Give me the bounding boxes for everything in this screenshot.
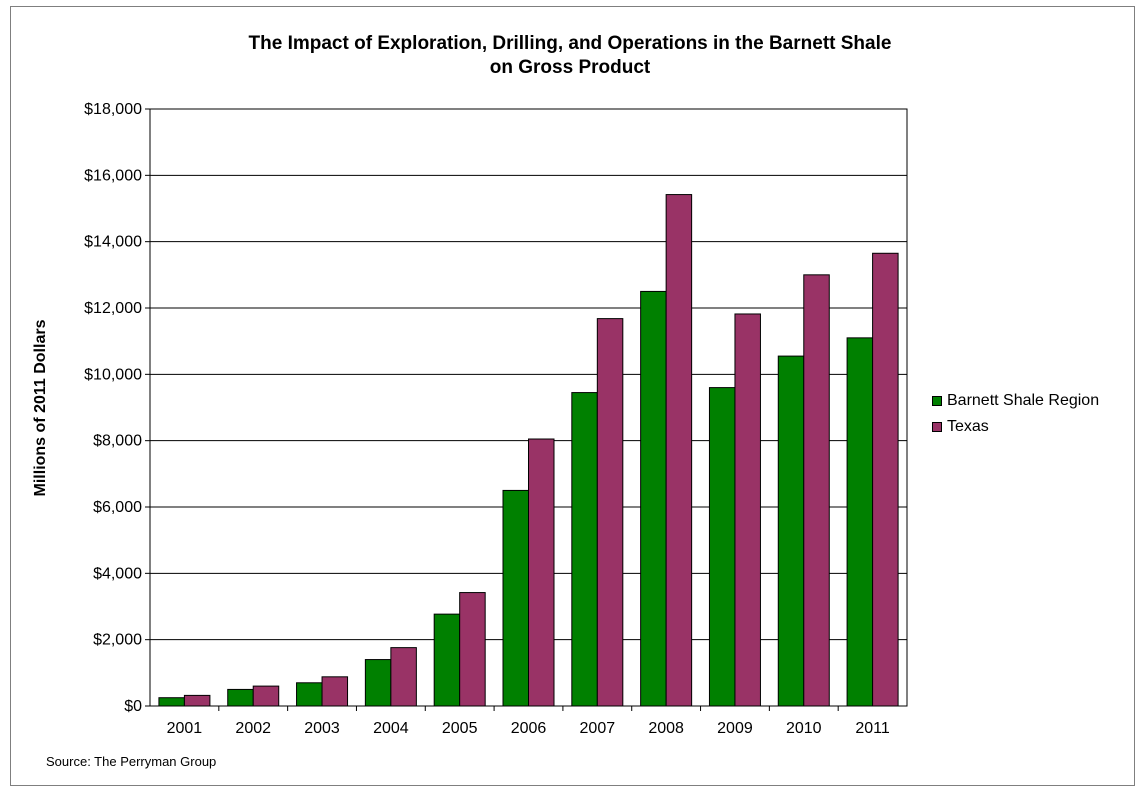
y-tick-label: $12,000 — [84, 300, 142, 317]
x-tick-label: 2007 — [580, 720, 616, 737]
x-axis-tick-labels: 2001 2002 2003 2004 2005 2006 2007 2008 2009 2010… — [167, 706, 890, 737]
bar-texas-2007 — [597, 319, 623, 706]
bar-barnett-2011 — [847, 338, 873, 706]
bar-barnett-2001 — [159, 698, 185, 706]
y-tick-label: $16,000 — [84, 167, 142, 184]
bar-barnett-2007 — [572, 393, 598, 706]
bar-texas-2011 — [873, 253, 899, 706]
bar-texas-2001 — [184, 695, 210, 706]
x-tick-label: 2008 — [648, 720, 684, 737]
legend-swatch-barnett — [932, 396, 942, 406]
legend: Barnett Shale Region Texas — [932, 388, 1099, 440]
y-axis-tick-labels: $0 $2,000 $4,000 $6,000 $8,000 $10,000 $12,000… — [84, 101, 142, 715]
bar-barnett-2003 — [297, 683, 323, 706]
bar-barnett-2010 — [778, 356, 804, 706]
bar-texas-2003 — [322, 677, 348, 706]
y-tick-label: $2,000 — [93, 632, 142, 649]
legend-item-barnett: Barnett Shale Region — [932, 388, 1099, 414]
y-tick-label: $10,000 — [84, 366, 142, 383]
x-tick-label: 2011 — [855, 720, 890, 737]
x-tick-label: 2010 — [786, 720, 822, 737]
legend-swatch-texas — [932, 422, 942, 432]
bar-barnett-2008 — [641, 291, 667, 706]
bar-texas-2004 — [391, 648, 417, 706]
y-tick-label: $0 — [124, 698, 142, 715]
legend-item-texas: Texas — [932, 414, 1099, 440]
x-tick-label: 2005 — [442, 720, 478, 737]
legend-label-texas: Texas — [947, 418, 989, 436]
bar-barnett-2009 — [709, 388, 735, 706]
bar-texas-2002 — [253, 686, 279, 706]
x-tick-label: 2006 — [511, 720, 547, 737]
y-tick-label: $6,000 — [93, 499, 142, 516]
y-tick-label: $4,000 — [93, 565, 142, 582]
x-tick-label: 2004 — [373, 720, 409, 737]
y-tick-label: $8,000 — [93, 433, 142, 450]
bar-texas-2009 — [735, 314, 761, 706]
legend-label-barnett: Barnett Shale Region — [947, 392, 1099, 410]
y-tick-label: $14,000 — [84, 234, 142, 251]
source-note: Source: The Perryman Group — [46, 754, 216, 769]
bar-barnett-2002 — [228, 689, 254, 706]
bar-texas-2005 — [460, 593, 486, 706]
x-tick-label: 2002 — [235, 720, 271, 737]
bar-barnett-2006 — [503, 490, 529, 706]
bar-texas-2008 — [666, 195, 692, 706]
y-axis-label: Millions of 2011 Dollars — [32, 319, 49, 496]
x-tick-label: 2003 — [304, 720, 340, 737]
bar-texas-2006 — [529, 439, 555, 706]
bar-texas-2010 — [804, 275, 830, 706]
y-tick-label: $18,000 — [84, 101, 142, 118]
bar-barnett-2004 — [365, 660, 391, 706]
x-tick-label: 2009 — [717, 720, 753, 737]
bar-barnett-2005 — [434, 614, 460, 706]
x-tick-label: 2001 — [167, 720, 203, 737]
